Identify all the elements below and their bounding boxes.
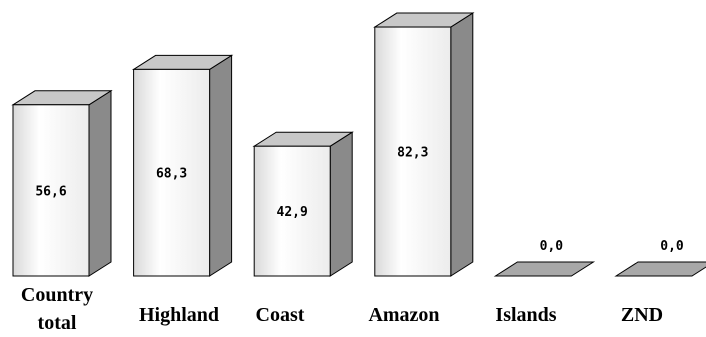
category-label: Coast [256,304,305,326]
bar-5: 0,0 [493,239,596,277]
category-label: Highland [139,304,219,326]
bar-3: 42,9 [252,131,354,277]
bar-front [12,104,90,277]
bar-side [88,89,112,277]
bar-value-label: 56,6 [35,184,66,199]
bar-side [209,54,233,277]
category-label: ZND [621,304,663,326]
bar-2: 68,3 [131,54,234,277]
bar-side [450,12,474,277]
bar-top [493,261,596,277]
category-labels: Country total Highland Coast Amazon Islands ZN… [21,284,663,334]
bar-front [133,68,211,277]
bar-front [374,26,452,277]
bar-front [253,145,331,277]
category-label: total [38,312,77,334]
bar-6: 0,0 [614,239,706,277]
bar-value-label: 82,3 [397,146,428,161]
bar-value-label: 42,9 [277,205,308,220]
bar-value-label: 0,0 [540,239,564,254]
category-label: Islands [495,304,556,326]
bar-side [329,131,353,277]
category-label: Country [21,284,93,306]
bars-group: 56,6 68,3 42,9 82,3 0,0 0,0 [11,12,706,277]
category-label: Amazon [368,304,439,326]
bar-value-label: 0,0 [660,239,684,254]
bar-4: 82,3 [373,12,475,277]
bar-value-label: 68,3 [156,167,187,182]
bar-1: 56,6 [11,89,113,277]
bar-top [614,261,706,277]
